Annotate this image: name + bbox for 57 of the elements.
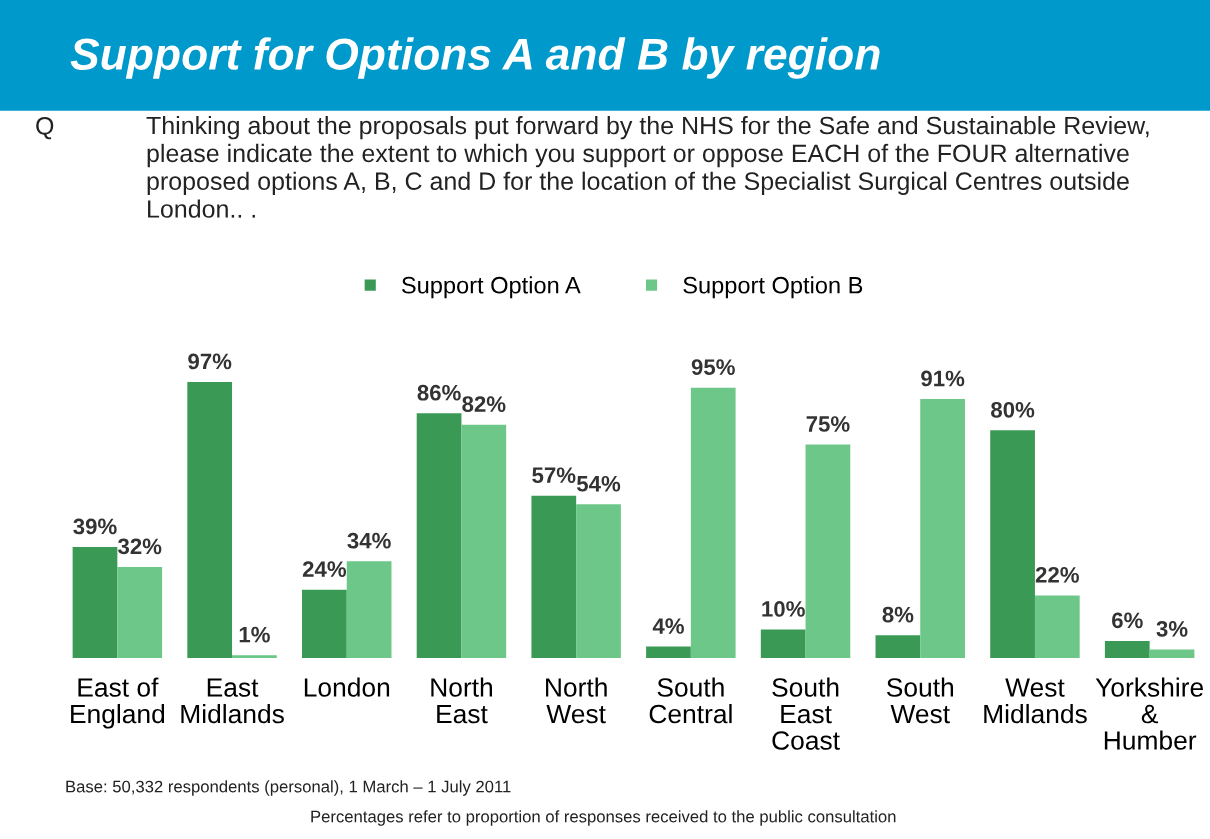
bar: [346, 561, 392, 658]
chart-title: Support for Options A and B by region: [70, 37, 880, 79]
x-tick-label: North East: [431, 677, 492, 724]
x-tick-label: South Central: [649, 677, 732, 724]
text: Percentages refer to proportion of responses received to the public consultation: [311, 810, 896, 826]
data-label: 6%: [1112, 612, 1143, 629]
bar: [232, 655, 277, 658]
data-label: 86%: [417, 384, 461, 401]
x-tick-label: East of England: [71, 677, 165, 729]
bar: [690, 387, 736, 658]
bar: [416, 413, 462, 658]
data-label: 3%: [1156, 621, 1188, 637]
bar: [990, 430, 1035, 658]
data-label: 97%: [188, 353, 232, 370]
data-label: 24%: [302, 561, 347, 577]
x-tick-label: London: [304, 677, 390, 697]
bar: [576, 504, 621, 658]
data-label: 4%: [652, 618, 684, 634]
data-label: 39%: [73, 518, 117, 535]
x-tick-label: South East Coast: [772, 677, 840, 750]
chart-subtitle: Thinking about the proposals put forward by the NHS for the Safe and Sustainable Review, please indicate the extent to which you support or oppose EACH of the FOUR alternative proposed options A, B, C and D for the location of the Specialist Surgical Centres outside London.. .: [146, 116, 1149, 218]
bar: [187, 382, 233, 658]
bar: [117, 566, 163, 658]
data-label: 1%: [239, 626, 270, 643]
bar: [1034, 595, 1080, 658]
data-label: 57%: [532, 467, 576, 484]
bar: [1104, 640, 1150, 658]
data-label: 91%: [921, 370, 965, 387]
data-label: 34%: [347, 532, 391, 549]
data-label: 8%: [882, 606, 914, 623]
bar: [1149, 649, 1195, 658]
data-label: 32%: [117, 538, 162, 555]
x-tick-label: North West: [546, 677, 607, 724]
bar: [646, 646, 691, 658]
x-tick-label: East Midlands: [181, 678, 284, 724]
data-label: 82%: [462, 396, 506, 412]
x-tick-label: Yorkshire & Humber: [1095, 677, 1203, 750]
data-label: 95%: [691, 359, 735, 375]
bar: [920, 399, 965, 658]
data-label: 75%: [806, 416, 850, 432]
data-label: 10%: [762, 601, 805, 617]
text: Q: [36, 117, 54, 140]
bar: [302, 589, 347, 658]
bar: [72, 547, 118, 658]
data-label: 80%: [991, 401, 1035, 418]
data-label: 54%: [576, 475, 621, 492]
x-tick-label: West Midlands: [984, 678, 1087, 724]
bar: [531, 495, 577, 658]
data-label: 22%: [1035, 566, 1079, 583]
legend-label: Support Option B: [683, 276, 863, 299]
x-tick-label: South West: [886, 677, 954, 724]
bar: [805, 444, 851, 658]
bar: [760, 629, 806, 658]
text: Base: 50,332 respondents (personal), 1 March – 1 July 2011: [66, 780, 511, 796]
bar: [875, 635, 921, 658]
legend-label: Support Option A: [401, 276, 581, 299]
bar: [461, 424, 507, 658]
